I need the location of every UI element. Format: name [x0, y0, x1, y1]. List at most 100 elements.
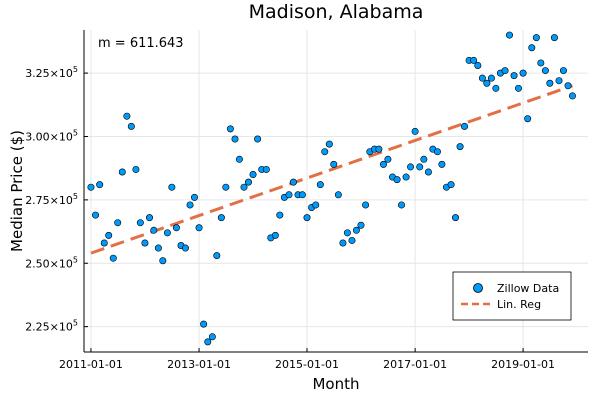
data-point [217, 214, 225, 222]
data-point [528, 44, 536, 52]
data-point [393, 176, 401, 184]
data-point [416, 163, 424, 171]
data-point [195, 224, 203, 232]
data-point [559, 67, 567, 75]
x-tick-label: 2019-01-01 [491, 358, 555, 371]
data-point [343, 229, 351, 237]
data-point [136, 219, 144, 227]
data-point [235, 155, 243, 163]
data-point [132, 165, 140, 173]
data-point [204, 338, 212, 346]
y-tick-mantissa: 2.25×10 [25, 321, 73, 334]
data-point [456, 143, 464, 151]
data-point [190, 193, 198, 201]
data-point [492, 84, 500, 92]
data-point [316, 181, 324, 189]
axes [83, 30, 588, 353]
data-point [109, 254, 117, 262]
x-tick-label: 2011-01-01 [59, 358, 123, 371]
data-point [168, 183, 176, 191]
y-tick-exponent: 5 [73, 319, 78, 328]
data-point [407, 163, 415, 171]
data-point [244, 178, 252, 186]
data-point [451, 214, 459, 222]
data-point [186, 201, 194, 209]
data-point [172, 224, 180, 232]
x-tick-label: 2013-01-01 [167, 358, 231, 371]
scatter-points [87, 31, 576, 346]
y-tick-exponent: 5 [73, 192, 78, 201]
data-point [510, 72, 518, 80]
data-point [181, 244, 189, 252]
x-tick-label: 2017-01-01 [383, 358, 447, 371]
y-tick-mantissa: 2.50×10 [25, 257, 73, 270]
data-point [325, 140, 333, 148]
data-point [568, 92, 576, 100]
y-axis-label: Median Price ($) [8, 130, 26, 252]
data-point [96, 181, 104, 189]
data-point [240, 183, 248, 191]
data-point [461, 122, 469, 130]
data-point [276, 211, 284, 219]
data-point [519, 69, 527, 77]
y-tick-label: 2.25×105 [25, 319, 78, 334]
regression-layer [90, 84, 573, 255]
data-point [362, 201, 370, 209]
legend-label-regression: Lin. Reg [497, 298, 541, 311]
data-point [470, 56, 478, 64]
data-point [289, 178, 297, 186]
x-ticks: 2011-01-01 2013-01-01 2015-01-01 2017-01-01… [59, 348, 555, 371]
slope-annotation: m = 611.643 [98, 36, 184, 51]
data-point [546, 79, 554, 87]
y-tick-mantissa: 3.00×10 [25, 130, 73, 143]
y-tick-mantissa: 3.25×10 [25, 67, 73, 80]
data-point [541, 67, 549, 75]
data-point [271, 231, 279, 239]
data-point [487, 74, 495, 82]
data-point [352, 226, 360, 234]
data-point [146, 214, 154, 222]
data-point [200, 320, 208, 328]
x-axis-label: Month [312, 375, 359, 393]
data-point [141, 239, 149, 247]
data-point [150, 226, 158, 234]
data-point [555, 77, 563, 85]
data-point [127, 122, 135, 130]
data-point [249, 171, 257, 179]
y-tick-label: 2.75×105 [25, 192, 78, 207]
data-point [114, 219, 122, 227]
y-tick-exponent: 5 [73, 128, 78, 137]
data-point [254, 135, 262, 143]
data-point [501, 67, 509, 75]
data-point [379, 160, 387, 168]
data-point [321, 148, 329, 156]
data-point [524, 115, 532, 123]
data-point [357, 221, 365, 229]
y-tick-label: 2.50×105 [25, 255, 78, 270]
data-point [334, 191, 342, 199]
data-point [262, 165, 270, 173]
data-point [505, 31, 513, 39]
data-point [100, 239, 108, 247]
data-point [298, 191, 306, 199]
data-point [118, 168, 126, 176]
data-point [375, 145, 383, 153]
data-point [514, 84, 522, 92]
data-point [550, 34, 558, 42]
data-point [163, 229, 171, 237]
data-point [105, 231, 113, 239]
data-point [402, 173, 410, 181]
data-point [398, 201, 406, 209]
data-point [478, 74, 486, 82]
data-point [424, 168, 432, 176]
y-tick-label: 3.00×105 [25, 128, 78, 143]
legend: Zillow Data Lin. Reg [452, 271, 572, 321]
x-tick-label: 2015-01-01 [275, 358, 339, 371]
data-point [411, 127, 419, 135]
data-point [213, 252, 221, 260]
data-point [433, 148, 441, 156]
data-point [226, 125, 234, 133]
data-point [339, 239, 347, 247]
y-tick-exponent: 5 [73, 65, 78, 74]
